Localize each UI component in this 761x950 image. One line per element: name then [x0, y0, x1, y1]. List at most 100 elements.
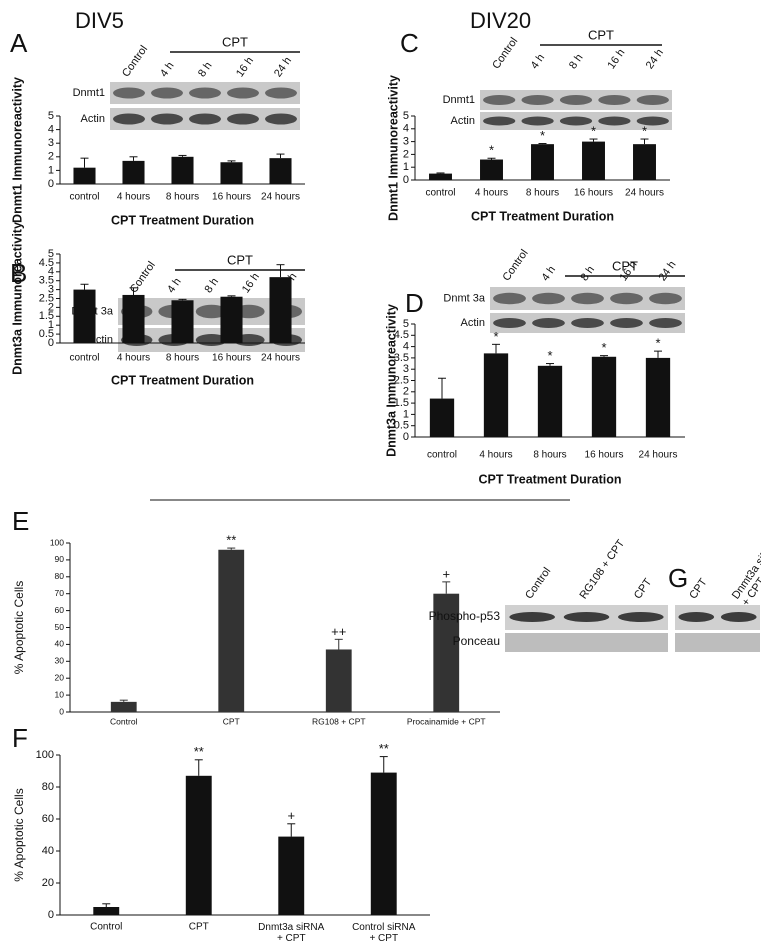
- x-tick-label: 4 hours: [475, 188, 508, 199]
- bar: [537, 365, 563, 437]
- y-tick-label: 4.5: [39, 257, 54, 269]
- blot-band: [610, 318, 643, 328]
- lane-label: 16 h: [240, 271, 262, 295]
- y-tick-label: 3: [48, 284, 54, 296]
- y-tick-label: 0: [403, 431, 409, 443]
- blot-row-label: Actin: [81, 113, 105, 125]
- blot-band: [151, 113, 183, 125]
- panel-letter: F: [12, 723, 28, 753]
- y-tick-label: 1: [48, 164, 54, 176]
- blot-band: [493, 292, 526, 305]
- bar: [110, 701, 137, 712]
- significance-mark: *: [601, 340, 606, 355]
- significance-mark: **: [226, 533, 236, 548]
- y-tick-label: 30: [55, 656, 65, 666]
- blot-band: [265, 113, 297, 125]
- panel-letter: C: [400, 28, 419, 58]
- blot-band: [483, 95, 516, 105]
- lane-label: 24 h: [657, 259, 679, 283]
- bar: [429, 173, 452, 180]
- lane-label: 8 h: [567, 52, 586, 71]
- blot-band: [678, 612, 715, 622]
- x-tick-label: 4 hours: [117, 353, 150, 364]
- group-label: CPT: [588, 27, 614, 42]
- bar: [185, 775, 212, 915]
- bar: [480, 159, 503, 180]
- x-tick-label: 4 hours: [479, 450, 512, 461]
- x-tick-label: control: [427, 450, 457, 461]
- x-tick-label: Dnmt3a siRNA + CPT: [258, 922, 324, 944]
- bar: [433, 593, 460, 712]
- y-tick-label: 40: [55, 639, 65, 649]
- y-tick-label: 0: [403, 174, 409, 186]
- x-tick-label: Procainamide + CPT: [407, 716, 486, 726]
- y-axis-label: Dnmt1 Immunoreactivity: [386, 75, 400, 221]
- x-tick-label: 8 hours: [533, 450, 566, 461]
- y-tick-label: 2: [403, 386, 409, 398]
- y-tick-label: 0: [59, 706, 64, 716]
- bar: [370, 772, 397, 915]
- y-tick-label: 0: [48, 909, 54, 921]
- lane-label: 24 h: [272, 55, 294, 79]
- bar: [93, 907, 120, 915]
- lane-label: 4 h: [540, 264, 559, 283]
- blot-strip: [505, 633, 668, 652]
- blot-band: [720, 612, 757, 622]
- x-axis-label: CPT Treatment Duration: [478, 472, 621, 486]
- blot-band: [195, 304, 228, 319]
- lane-label: 4 h: [529, 52, 548, 71]
- blot-band: [483, 116, 516, 126]
- bar: [122, 294, 145, 343]
- blot-band: [521, 116, 554, 126]
- blot-band: [598, 116, 631, 126]
- lane-label: 8 h: [203, 276, 222, 295]
- y-tick-label: 60: [55, 605, 65, 615]
- lane-label: RG108 + CPT: [578, 537, 628, 601]
- blot-band: [559, 116, 593, 126]
- bar: [483, 353, 509, 437]
- blot-row-label: Actin: [461, 317, 485, 329]
- y-tick-label: 80: [55, 571, 65, 581]
- blot-row-label: Dnmt1: [443, 94, 475, 106]
- blot-band: [227, 113, 259, 125]
- y-tick-label: 10: [55, 689, 65, 699]
- significance-mark: *: [655, 336, 660, 351]
- lane-label: Control: [501, 247, 531, 283]
- x-tick-label: Control: [110, 716, 138, 726]
- y-tick-label: 50: [55, 622, 65, 632]
- significance-mark: *: [493, 329, 498, 344]
- bar: [171, 300, 194, 343]
- bar: [429, 398, 455, 437]
- y-tick-label: 3: [48, 137, 54, 149]
- bar: [278, 836, 305, 915]
- bar: [325, 649, 352, 712]
- bar: [171, 156, 194, 184]
- blot-band: [571, 318, 604, 328]
- y-axis-label: % Apoptotic Cells: [12, 581, 26, 674]
- x-tick-label: 16 hours: [574, 188, 613, 199]
- panel-letter: D: [405, 288, 424, 318]
- x-axis-label: CPT Treatment Duration: [471, 209, 614, 223]
- x-tick-label: 8 hours: [166, 192, 199, 203]
- blot-band: [649, 318, 682, 328]
- y-tick-label: 4.5: [394, 329, 409, 341]
- y-tick-label: 5: [403, 318, 409, 330]
- y-tick-label: 5: [403, 110, 409, 122]
- panel-letter: A: [10, 28, 28, 58]
- x-tick-label: control: [425, 188, 455, 199]
- y-tick-label: 1.5: [39, 310, 54, 322]
- y-axis-label: % Apoptotic Cells: [12, 788, 26, 881]
- blot-band: [151, 87, 183, 99]
- blot-row-label: Actin: [451, 115, 475, 127]
- bar: [218, 549, 245, 712]
- panel-letter: E: [12, 506, 29, 536]
- y-tick-label: 70: [55, 588, 65, 598]
- bar: [269, 277, 292, 343]
- x-tick-label: 24 hours: [639, 450, 678, 461]
- x-tick-label: 8 hours: [166, 353, 199, 364]
- y-tick-label: 4: [48, 124, 54, 136]
- y-tick-label: 1.5: [394, 397, 409, 409]
- significance-mark: +: [442, 566, 450, 581]
- x-tick-label: CPT: [223, 716, 240, 726]
